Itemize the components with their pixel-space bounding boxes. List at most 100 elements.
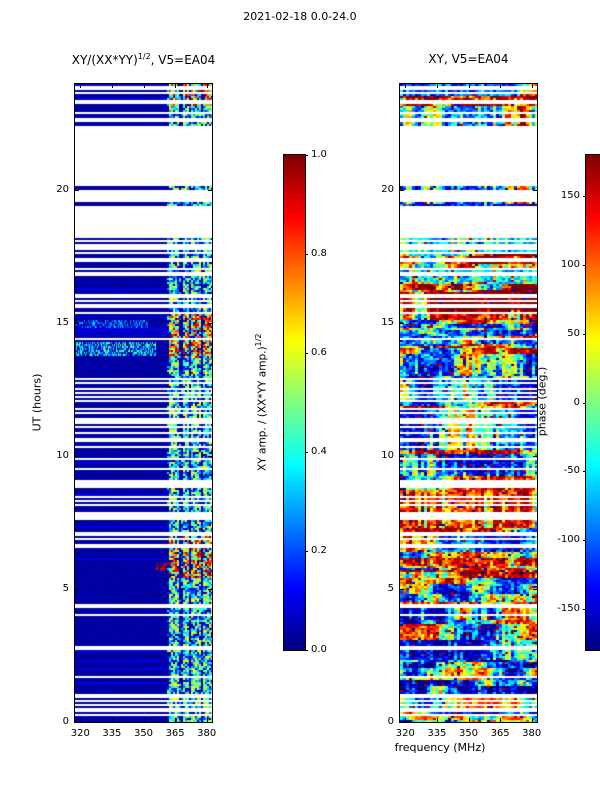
x-tick-label: 365 — [490, 728, 510, 739]
y-tick-label: 5 — [387, 583, 394, 595]
x-tick-mark — [112, 718, 113, 722]
x-tick-label: 380 — [522, 728, 542, 739]
colorbar-tick-mark — [305, 452, 308, 453]
y-tick-mark — [400, 589, 404, 590]
colorbar-tick-label: -150 — [557, 602, 580, 614]
y-tick-mark — [75, 190, 79, 191]
x-tick-mark — [112, 84, 113, 88]
y-tick-mark — [533, 589, 537, 590]
colorbar-tick-label: 0.0 — [311, 644, 327, 655]
colorbar-tick-mark — [583, 609, 586, 610]
y-tick-label: 0 — [387, 716, 394, 727]
colorbar-tick-mark — [583, 540, 586, 541]
y-tick-label: 0 — [62, 716, 69, 727]
x-tick-mark — [405, 84, 406, 88]
x-tick-label: 350 — [458, 728, 479, 739]
x-tick-mark — [437, 718, 438, 722]
amplitude-title-suffix: , V5=EA04 — [150, 53, 216, 67]
x-tick-mark — [532, 84, 533, 88]
y-tick-mark — [75, 323, 79, 324]
colorbar-tick-label: -50 — [563, 465, 580, 477]
y-tick-mark — [400, 456, 404, 457]
y-tick-mark — [533, 323, 537, 324]
amplitude-colorbar — [284, 155, 305, 650]
colorbar-tick-label: 0 — [573, 396, 580, 408]
y-tick-mark — [533, 190, 537, 191]
phase-heatmap — [400, 84, 537, 722]
amplitude-colorbar-label: XY amp. / (XX*YY amp.)1/2 — [254, 272, 269, 532]
y-tick-label: 15 — [56, 317, 69, 329]
phase-colorbar-frame — [585, 154, 600, 651]
x-tick-mark — [207, 718, 208, 722]
y-tick-mark — [533, 722, 537, 723]
amplitude-cb-label-sup: 1/2 — [253, 333, 263, 347]
colorbar-tick-label: 0.2 — [311, 545, 327, 556]
y-tick-mark — [533, 456, 537, 457]
amplitude-colorbar-frame — [283, 154, 306, 651]
y-tick-mark — [400, 722, 404, 723]
colorbar-tick-label: 0.4 — [311, 446, 327, 457]
y-tick-mark — [208, 722, 212, 723]
colorbar-tick-mark — [583, 265, 586, 266]
amplitude-heatmap-frame — [74, 83, 213, 723]
y-tick-mark — [75, 589, 79, 590]
y-tick-mark — [208, 589, 212, 590]
x-tick-mark — [144, 718, 145, 722]
colorbar-tick-mark — [305, 254, 308, 255]
x-tick-label: 335 — [427, 728, 447, 739]
y-tick-mark — [400, 190, 404, 191]
x-tick-mark — [80, 718, 81, 722]
y-tick-label: 5 — [62, 583, 69, 595]
colorbar-tick-mark — [305, 650, 308, 651]
x-tick-mark — [175, 84, 176, 88]
x-tick-label: 320 — [70, 728, 90, 739]
colorbar-tick-label: 0.6 — [311, 347, 327, 358]
colorbar-tick-label: 1.0 — [311, 149, 327, 160]
phase-colorbar — [586, 155, 600, 650]
x-tick-mark — [405, 718, 406, 722]
x-tick-label: 365 — [165, 728, 185, 739]
y-tick-mark — [400, 323, 404, 324]
x-tick-mark — [500, 718, 501, 722]
colorbar-tick-label: 100 — [560, 259, 580, 270]
phase-panel-title: XY, V5=EA04 — [428, 52, 509, 66]
colorbar-tick-label: 150 — [560, 190, 580, 202]
colorbar-tick-mark — [583, 334, 586, 335]
x-tick-mark — [144, 84, 145, 88]
colorbar-tick-label: 0.8 — [311, 248, 327, 259]
y-axis-label: UT (hours) — [30, 373, 44, 432]
y-tick-label: 20 — [56, 184, 69, 196]
y-tick-mark — [208, 323, 212, 324]
colorbar-tick-mark — [583, 471, 586, 472]
amplitude-title-sup: 1/2 — [137, 52, 151, 61]
y-tick-label: 15 — [381, 317, 394, 329]
y-tick-mark — [208, 456, 212, 457]
x-tick-mark — [500, 84, 501, 88]
figure-title: 2021-02-18 0.0-24.0 — [243, 10, 357, 23]
x-tick-mark — [175, 718, 176, 722]
x-tick-label: 350 — [133, 728, 154, 739]
amplitude-panel-title: XY/(XX*YY)1/2, V5=EA04 — [35, 52, 252, 67]
amplitude-title-prefix: XY/(XX*YY) — [71, 53, 138, 67]
x-tick-label: 380 — [197, 728, 217, 739]
x-tick-mark — [80, 84, 81, 88]
colorbar-tick-mark — [305, 353, 308, 354]
colorbar-tick-mark — [305, 551, 308, 552]
x-tick-mark — [437, 84, 438, 88]
y-tick-mark — [75, 456, 79, 457]
colorbar-tick-mark — [305, 155, 308, 156]
amplitude-heatmap — [75, 84, 212, 722]
x-tick-mark — [207, 84, 208, 88]
colorbar-tick-label: -100 — [557, 534, 580, 545]
y-tick-mark — [75, 722, 79, 723]
x-tick-mark — [469, 718, 470, 722]
colorbar-tick-mark — [583, 403, 586, 404]
y-tick-label: 10 — [381, 450, 394, 462]
y-tick-mark — [208, 190, 212, 191]
x-tick-mark — [532, 718, 533, 722]
x-tick-label: 320 — [395, 728, 415, 739]
y-tick-label: 10 — [56, 450, 69, 462]
colorbar-tick-label: 50 — [567, 327, 580, 339]
y-tick-label: 20 — [381, 184, 394, 196]
